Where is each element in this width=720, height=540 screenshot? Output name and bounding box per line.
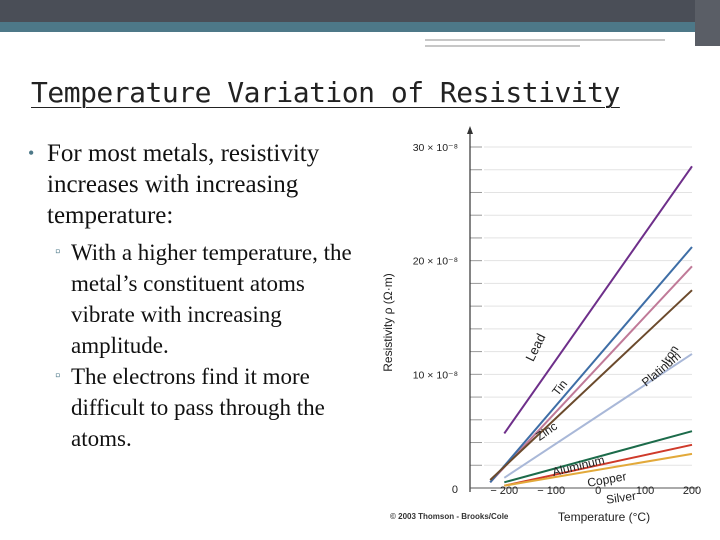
decorative-rule [425, 39, 665, 41]
chart-labels: 0 10 × 10⁻⁸ 20 × 10⁻⁸ 30 × 10⁻⁸ − 200 − 100 0 1… [381, 142, 701, 524]
series-line-aluminum [504, 430, 693, 484]
y-tick-label: 10 × 10⁻⁸ [413, 369, 458, 381]
slide-title: Temperature Variation of Resistivity [31, 76, 620, 109]
y-tick-label: 30 × 10⁻⁸ [413, 142, 458, 154]
bullet-dot-icon: • [28, 143, 35, 163]
accent-band [0, 22, 695, 32]
series-label-silver: Silver [605, 489, 637, 507]
y-axis-label: Resistivity ρ (Ω·m) [381, 273, 395, 371]
resistivity-chart: 0 10 × 10⁻⁸ 20 × 10⁻⁸ 30 × 10⁻⁸ − 200 − 100 0 1… [381, 126, 701, 524]
decorative-rule [425, 45, 580, 47]
series-label-lead: Lead [522, 331, 548, 364]
chart-series [489, 165, 693, 487]
series-line-copper [504, 443, 693, 487]
bullet-item: • For most metals, resistivity increases… [28, 138, 373, 231]
series-label-tin: Tin [549, 377, 570, 398]
chart-axes [467, 126, 698, 492]
sub-bullet-text: With a higher temperature, the metal’s c… [71, 240, 352, 358]
series-line-tin [489, 246, 693, 483]
series-line-lead [503, 165, 693, 434]
series-label-copper: Copper [586, 469, 627, 490]
series-line-iron [489, 265, 693, 483]
x-tick-label: 200 [683, 485, 701, 497]
series-line-zinc [503, 353, 693, 479]
chart-grid [470, 146, 692, 466]
x-tick-label: 0 [595, 485, 601, 497]
bullet-text: For most metals, resistivity increases w… [47, 140, 320, 229]
x-tick-label: − 100 [537, 485, 565, 497]
y-tick-label: 0 [452, 484, 458, 496]
top-bar-tab [695, 0, 720, 46]
y-tick-label: 20 × 10⁻⁸ [413, 256, 458, 268]
series-line-silver [504, 452, 693, 487]
sub-bullet-text: The electrons find it more difficult to … [71, 364, 325, 451]
x-tick-label: 100 [636, 485, 654, 497]
square-bullet-icon: ▫ [55, 368, 61, 384]
sub-bullet-item: ▫ With a higher temperature, the metal’s… [28, 237, 373, 361]
x-tick-label: − 200 [490, 485, 518, 497]
series-line-platinum [489, 289, 693, 481]
bullet-list: • For most metals, resistivity increases… [28, 138, 373, 454]
square-bullet-icon: ▫ [55, 244, 61, 260]
sub-bullet-item: ▫ The electrons find it more difficult t… [28, 361, 373, 454]
y-axis-arrow-icon [467, 126, 473, 134]
x-axis-label: Temperature (°C) [558, 510, 650, 524]
copyright-credit: © 2003 Thomson - Brooks/Cole [390, 512, 509, 521]
top-bar [0, 0, 720, 22]
series-label-zinc: Zinc [533, 419, 560, 443]
